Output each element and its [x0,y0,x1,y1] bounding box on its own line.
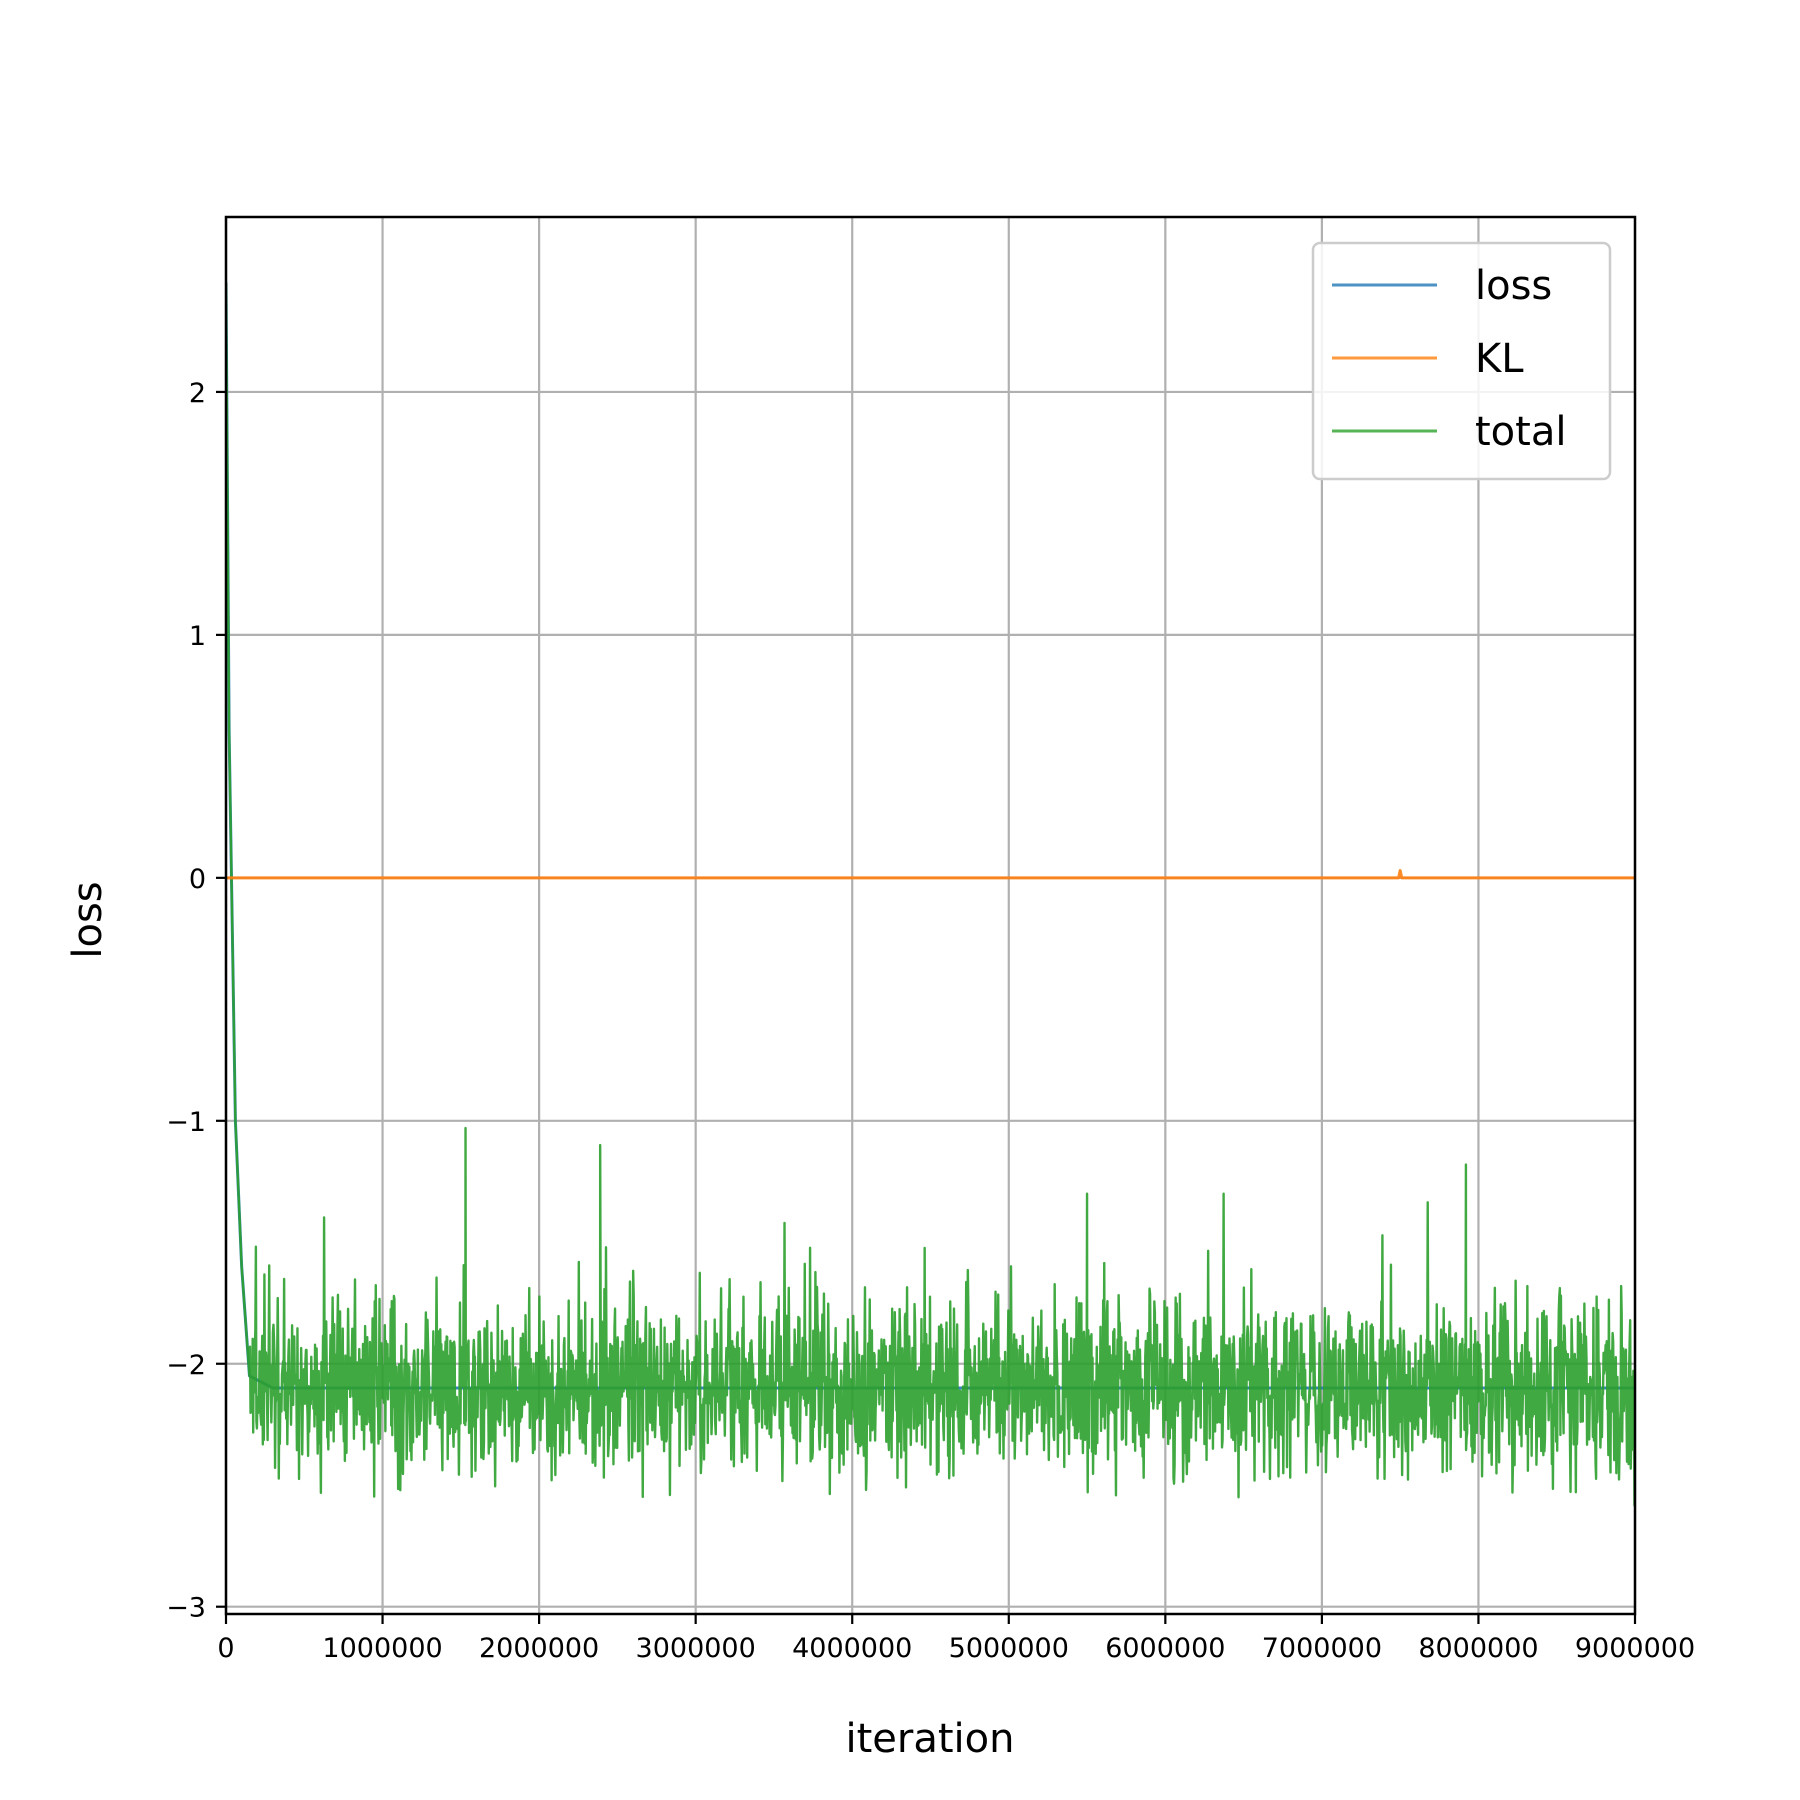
legend-box [1311,241,1612,481]
legend-label-total: total [1475,409,1566,455]
x-axis-label: iteration [846,1716,1015,1762]
x-tick-label: 0 [217,1633,234,1664]
x-tick-label: 2000000 [479,1633,599,1664]
y-axis-label: loss [65,881,111,958]
x-tick-label: 1000000 [322,1633,442,1664]
series-line-total [226,282,1635,1507]
x-tick-label: 3000000 [636,1633,756,1664]
y-tick-label: 1 [189,621,206,652]
x-tick-label: 8000000 [1418,1633,1538,1664]
legend-label-loss: loss [1475,263,1552,309]
y-tick-label: 0 [189,864,206,895]
y-tick-label: −1 [166,1107,206,1138]
x-tick-label: 9000000 [1575,1633,1695,1664]
x-tick-label: 7000000 [1262,1633,1382,1664]
y-tick-label: −2 [166,1350,206,1381]
series-line-kl [226,869,1635,880]
plot-frame [224,215,1637,1616]
legend-label-kl: KL [1475,336,1524,382]
x-tick-label: 4000000 [792,1633,912,1664]
legend: loss KL total [1311,241,1612,481]
y-axis-ticks: −3 −2 −1 0 1 2 [166,378,226,1624]
y-tick-label: 2 [189,378,206,409]
series-layer [226,282,1635,1507]
y-tick-label: −3 [166,1593,206,1624]
x-tick-label: 5000000 [949,1633,1069,1664]
x-axis-ticks: 0 1000000 2000000 3000000 4000000 5000000 6000… [217,1614,1695,1664]
x-tick-label: 6000000 [1105,1633,1225,1664]
